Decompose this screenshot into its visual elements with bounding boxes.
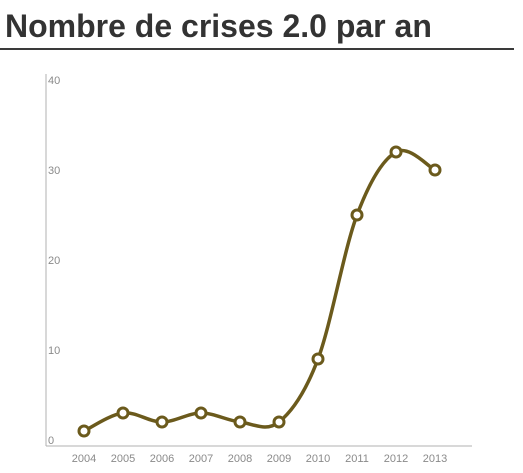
data-point — [428, 163, 442, 177]
x-tick-label: 2013 — [423, 453, 447, 465]
data-point — [194, 406, 208, 420]
y-tick-label: 0 — [48, 435, 54, 447]
x-tick-label: 2007 — [189, 453, 213, 465]
data-points — [77, 145, 442, 438]
data-point — [389, 145, 403, 159]
x-tick-label: 2012 — [384, 453, 408, 465]
data-point — [116, 406, 130, 420]
y-tick-label: 40 — [48, 75, 60, 87]
x-tick-label: 2010 — [306, 453, 330, 465]
x-tick-label: 2008 — [228, 453, 252, 465]
x-tick-label: 2005 — [111, 453, 135, 465]
data-point — [233, 415, 247, 429]
y-tick-label: 30 — [48, 165, 60, 177]
data-point — [155, 415, 169, 429]
page-title: Nombre de crises 2.0 par an — [5, 8, 432, 44]
y-tick-label: 20 — [48, 255, 60, 267]
y-tick-label: 10 — [48, 345, 60, 357]
data-point — [77, 424, 91, 438]
title-divider — [0, 48, 514, 50]
x-tick-label: 2009 — [267, 453, 291, 465]
data-point — [311, 352, 325, 366]
x-tick-label: 2004 — [72, 453, 96, 465]
x-tick-labels: 2004 2005 2006 2007 2008 2009 2010 2011 2012 2013 — [72, 453, 447, 465]
data-point — [350, 208, 364, 222]
data-point — [272, 415, 286, 429]
y-tick-labels: 0 10 20 30 40 — [48, 75, 60, 447]
x-tick-label: 2006 — [150, 453, 174, 465]
series-line — [82, 148, 437, 433]
x-tick-label: 2011 — [345, 453, 369, 465]
